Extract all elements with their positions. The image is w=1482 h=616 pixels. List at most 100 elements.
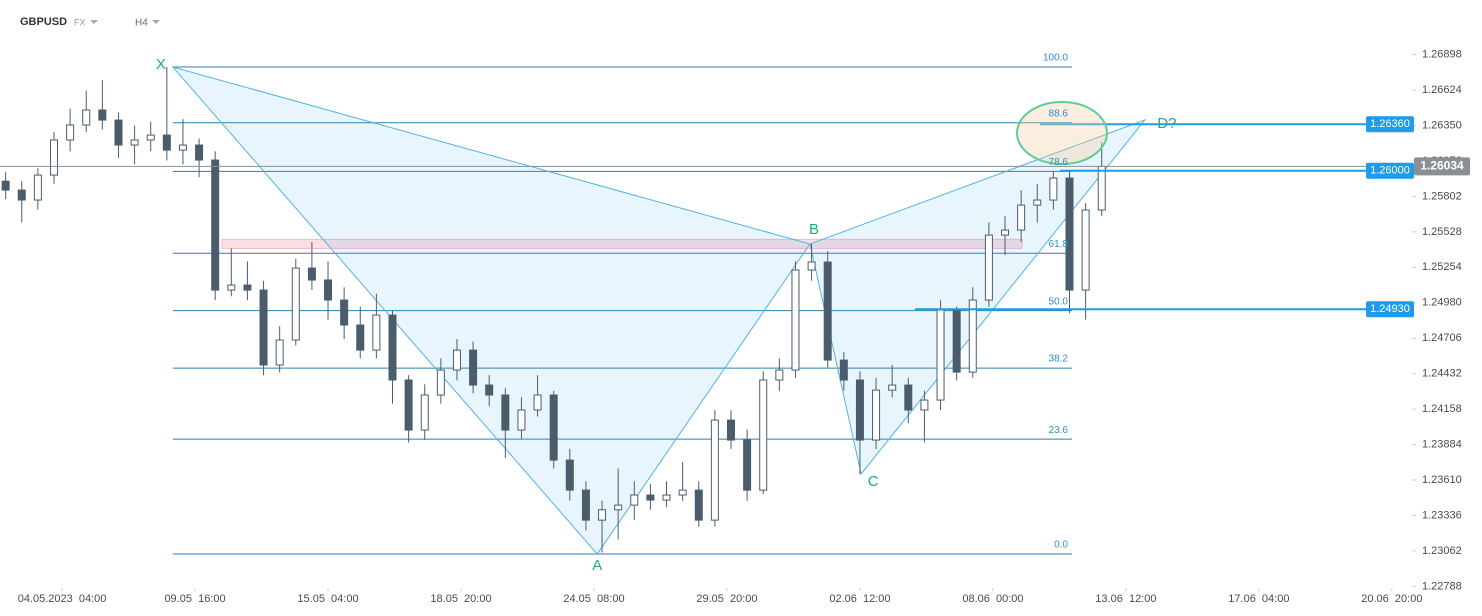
candle-body (146, 134, 155, 141)
candle-body (904, 384, 913, 411)
candle-body (662, 494, 671, 501)
interval[interactable]: H4 (135, 18, 148, 29)
pattern-label: D? (1157, 115, 1176, 132)
candle-body (452, 349, 461, 371)
candle-body (291, 267, 300, 341)
y-tick-label: 1.24980 (1422, 297, 1462, 309)
candle-body (807, 261, 816, 271)
symbol[interactable]: GBPUSD (20, 16, 67, 28)
y-tick-label: 1.23336 (1422, 509, 1462, 521)
y-tick-label: 1.24158 (1422, 403, 1462, 415)
fib-label: 0.0 (1054, 540, 1068, 551)
fib-label: 61.8 (1049, 239, 1069, 250)
candle-body (33, 174, 42, 201)
candle-body (726, 419, 735, 441)
candle-body (517, 409, 526, 431)
price-tag (1366, 162, 1414, 179)
x-tick-label: 20.06 20:00 (1361, 593, 1422, 605)
pattern-label: A (592, 557, 602, 574)
zone (221, 238, 1023, 249)
price-tag-label: 1.26360 (1370, 118, 1410, 130)
candle-body (775, 369, 784, 381)
candle-body (211, 159, 220, 291)
candle-body (920, 399, 929, 411)
x-tick-label: 09.05 16:00 (164, 593, 225, 605)
candle-body (178, 144, 187, 151)
candle-body (646, 494, 655, 501)
current-price-tag (1414, 157, 1470, 176)
dropdown-arrow[interactable] (90, 20, 98, 24)
candle-body (227, 284, 236, 291)
pattern-label: C (868, 473, 879, 490)
candle-body (549, 394, 558, 461)
y-tick-label: 1.23062 (1422, 545, 1462, 557)
candle-body (968, 299, 977, 373)
candle-body (49, 139, 58, 176)
candle-body (259, 289, 268, 366)
candle-body (614, 504, 623, 511)
x-tick-label: 15.05 04:00 (297, 593, 358, 605)
candle-body (388, 314, 397, 381)
candle-body (324, 279, 333, 301)
candle-body (501, 394, 510, 431)
price-tag (1366, 116, 1414, 133)
candle-body (533, 394, 542, 411)
labels: 1.268981.266241.263501.260761.258021.255… (18, 49, 1470, 605)
pattern-label: B (809, 221, 819, 238)
y-tick-label: 1.24432 (1422, 368, 1462, 380)
fib-label: 78.6 (1049, 157, 1069, 168)
candle-body (581, 489, 590, 521)
candle-body (195, 144, 204, 161)
candle-body (1, 180, 10, 191)
y-tick-label: 1.26898 (1422, 49, 1462, 61)
candle-body (82, 109, 91, 126)
candle-body (872, 389, 881, 441)
candle-body (984, 234, 993, 301)
dropdown-arrow[interactable] (152, 20, 160, 24)
y-tick-label: 1.25528 (1422, 226, 1462, 238)
candle-body (1033, 199, 1042, 206)
candle-body (1001, 229, 1010, 236)
y-tick-label: 1.25254 (1422, 261, 1462, 273)
fib-label: 88.6 (1049, 108, 1069, 119)
candle-body (404, 379, 413, 431)
price-tag-label: 1.24930 (1370, 303, 1410, 315)
x-tick-label: 29.05 20:00 (696, 593, 757, 605)
price-tag (1366, 301, 1414, 318)
x-tick-label: 08.06 00:00 (962, 593, 1023, 605)
highlight-ellipse (1016, 101, 1108, 165)
candle-body (791, 269, 800, 371)
market: FX (74, 17, 86, 27)
candle-body (565, 459, 574, 491)
candle-body (469, 349, 478, 386)
x-tick-label: 04.05.2023 04:00 (18, 593, 107, 605)
pattern-label: X (156, 56, 166, 73)
candle-body (307, 267, 316, 281)
x-tick-label: 02.06 12:00 (829, 593, 890, 605)
candle-body (1017, 204, 1026, 231)
price-tag-label: 1.26000 (1370, 165, 1410, 177)
y-tick-label: 1.23884 (1422, 438, 1462, 450)
candle-body (888, 384, 897, 391)
candle-body (130, 139, 139, 146)
candle-body (114, 119, 123, 146)
y-tick-label: 1.26350 (1422, 119, 1462, 131)
candle-body (356, 324, 365, 351)
candle-body (759, 379, 768, 491)
candle-body (243, 284, 252, 291)
fib-label: 50.0 (1049, 296, 1069, 307)
candle-body (839, 359, 848, 381)
candle-body (340, 299, 349, 326)
candle-body (743, 439, 752, 491)
x-tick-label: 24.05 08:00 (563, 593, 624, 605)
candle-body (678, 489, 687, 496)
x-tick-label: 18.05 20:00 (430, 593, 491, 605)
candle-body (1081, 209, 1090, 291)
y-tick-label: 1.22788 (1422, 580, 1462, 592)
fib-label: 38.2 (1049, 354, 1069, 365)
y-tick-label: 1.26624 (1422, 84, 1462, 96)
candle-body (1097, 165, 1106, 211)
candle-body (436, 369, 445, 396)
candle-body (598, 509, 607, 521)
